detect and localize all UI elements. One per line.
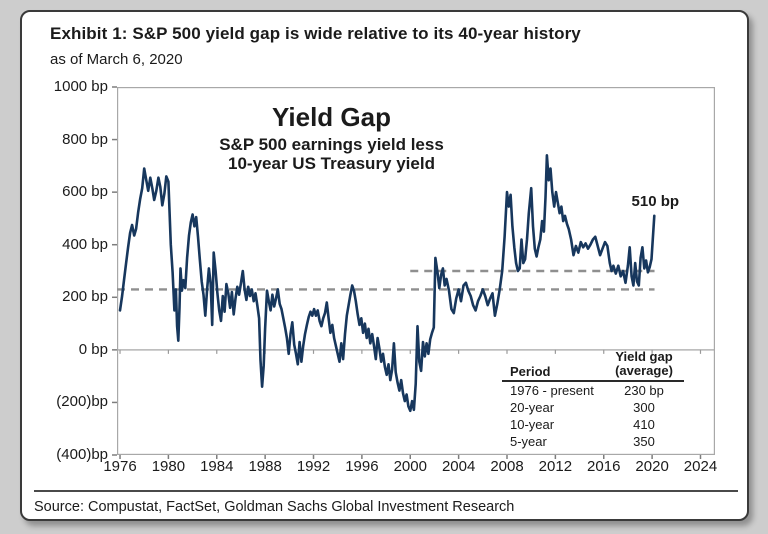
y-axis-labels: 1000 bp 800 bp 600 bp 400 bp 200 bp 0 bp (200)… (22, 78, 110, 463)
chart-area: Yield Gap S&P 500 earnings yield less 10… (112, 86, 715, 459)
average-table-body: 1976 - present 230 bp 20-year 300 10-year 410… (502, 382, 684, 450)
y-axis-tick-label: 600 bp (62, 183, 108, 201)
x-axis-tick-label: 1992 (296, 458, 331, 475)
x-axis-tick-label: 2000 (393, 458, 427, 475)
y-axis-tick-label: 1000 bp (53, 78, 108, 95)
x-axis-tick-label: 1984 (200, 458, 234, 475)
x-axis-tick-label: 2004 (441, 458, 476, 475)
x-axis-tick-label: 2020 (635, 458, 669, 475)
table-cell-value: 410 (633, 416, 655, 432)
source-divider (34, 490, 738, 492)
latest-value-annotation: 510 bp (631, 192, 680, 210)
x-axis-tick-label: 1976 (103, 458, 137, 475)
x-axis-labels: 1976 1980 1984 1988 1992 1996 2000 2004 2008 2012… (103, 458, 717, 478)
table-row: 5-year 350 (502, 433, 684, 450)
x-axis-tick-label: 2008 (490, 458, 524, 475)
exhibit-card: Exhibit 1: S&P 500 yield gap is wide rel… (20, 10, 749, 521)
y-axis-tick-label: 0 bp (78, 340, 108, 358)
average-table-header: Period Yield gap (average) (502, 349, 684, 382)
y-axis-tick-label: 200 bp (62, 288, 108, 306)
table-cell-period: 5-year (510, 433, 547, 449)
y-axis-tick-label: (400)bp (56, 446, 108, 463)
y-axis-tick-label: 800 bp (62, 130, 108, 148)
table-row: 10-year 410 (502, 416, 684, 433)
y-axis-tick-label: (200)bp (56, 393, 108, 411)
table-cell-value: 300 (633, 399, 655, 415)
table-row: 1976 - present 230 bp (502, 382, 684, 399)
table-cell-value: 350 (633, 433, 655, 449)
exhibit-subtitle: as of March 6, 2020 (50, 51, 183, 68)
x-axis-tick-label: 1980 (151, 458, 186, 475)
x-axis-tick-label: 2016 (587, 458, 621, 475)
x-axis-tick-label: 2024 (683, 458, 718, 475)
table-cell-period: 1976 - present (510, 382, 594, 398)
series-line-yield-gap (118, 154, 656, 413)
source-text: Source: Compustat, FactSet, Goldman Sach… (34, 499, 515, 515)
table-row: 20-year 300 (502, 399, 684, 416)
x-axis-tick-label: 2012 (538, 458, 573, 475)
table-cell-value: 230 bp (624, 382, 664, 398)
exhibit-title: Exhibit 1: S&P 500 yield gap is wide rel… (50, 24, 581, 43)
table-cell-period: 10-year (510, 416, 555, 432)
plot-border (117, 87, 715, 455)
x-axis-tick-label: 1988 (248, 458, 282, 475)
y-axis-tick-label: 400 bp (62, 235, 108, 253)
average-table: Period Yield gap (average) 1976 - presen… (502, 349, 684, 450)
table-cell-period: 20-year (510, 399, 555, 415)
table-header-period: Period (510, 363, 551, 379)
x-axis-tick-label: 1996 (345, 458, 379, 475)
table-header-yield-gap: Yield gap (average) (615, 349, 673, 379)
plot-svg (112, 86, 715, 459)
